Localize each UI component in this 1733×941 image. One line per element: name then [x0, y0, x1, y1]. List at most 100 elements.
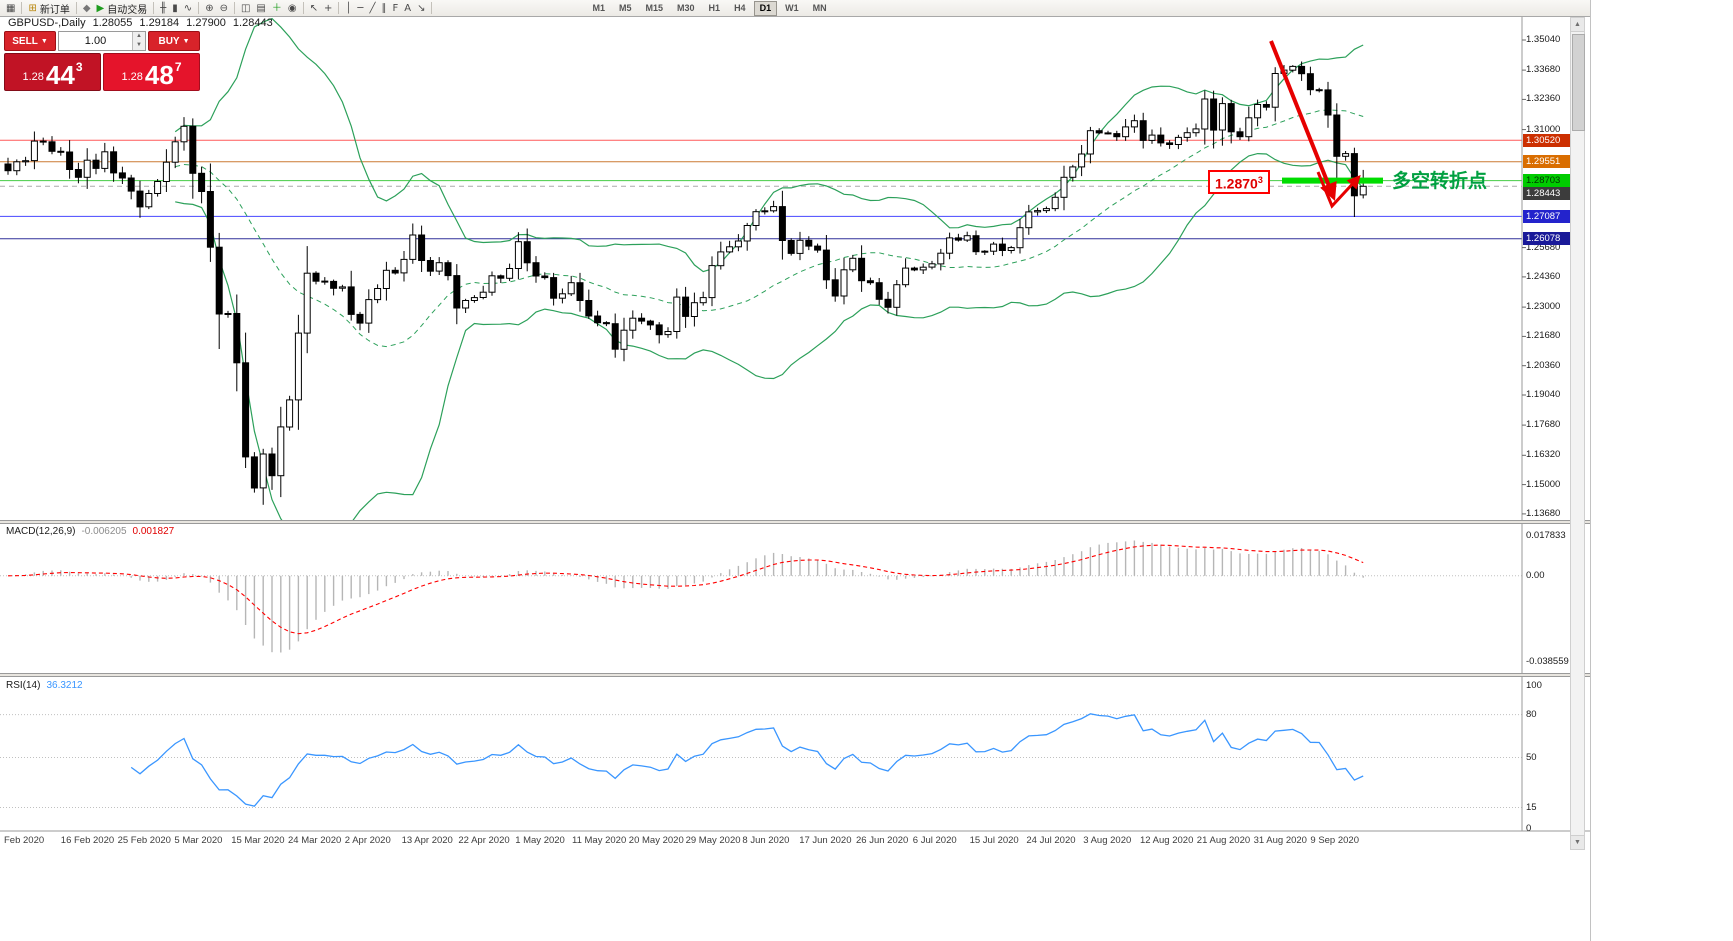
- price-level-label: 1.26078: [1523, 232, 1570, 246]
- date-axis-label: 9 Sep 2020: [1310, 835, 1359, 846]
- date-axis-label: 3 Aug 2020: [1083, 835, 1132, 846]
- date-axis-label: 13 Apr 2020: [401, 835, 453, 846]
- ohlc-low: 1.27900: [186, 17, 226, 29]
- candlestick-series: [4, 61, 1367, 505]
- macd-histogram: [16, 540, 1364, 653]
- date-axis-label: 22 Apr 2020: [458, 835, 510, 846]
- date-axis-label: 24 Mar 2020: [288, 835, 342, 846]
- rsi-axis-label: 50: [1526, 751, 1537, 763]
- price-axis-label: 1.31000: [1526, 123, 1561, 135]
- date-axis-label: 11 May 2020: [572, 835, 627, 846]
- macd-axis-label: -0.038559: [1526, 655, 1569, 667]
- timeframe-d1[interactable]: D1: [753, 0, 778, 16]
- trendline-icon: ╱: [369, 2, 376, 14]
- bar-chart-icon[interactable]: ╫: [157, 1, 169, 16]
- date-axis-label: 5 Mar 2020: [174, 835, 223, 846]
- timeframe-m5[interactable]: M5: [619, 2, 632, 13]
- candlestick-chart-icon[interactable]: ▮: [169, 1, 181, 16]
- buy-button[interactable]: BUY ▼: [148, 31, 200, 51]
- cursor-icon[interactable]: ↖: [307, 1, 321, 16]
- equidistant-channel-icon: ∥: [381, 2, 387, 14]
- date-axis-label: 31 Aug 2020: [1253, 835, 1307, 846]
- timeframe-h1[interactable]: H1: [708, 2, 721, 13]
- arrows-icon[interactable]: ↘: [414, 1, 428, 16]
- timeframe-w1[interactable]: W1: [785, 2, 799, 13]
- annotation-price: 1.2870: [1215, 175, 1258, 192]
- trend-down-arrow: [1269, 40, 1337, 202]
- spin-up-icon[interactable]: ▲: [133, 32, 145, 41]
- price-axis-label: 1.17680: [1526, 419, 1561, 431]
- timeframe-m30[interactable]: M30: [677, 2, 695, 13]
- templates-icon[interactable]: ▤: [253, 1, 268, 16]
- volume-spin-buttons[interactable]: ▲ ▼: [132, 32, 145, 50]
- timeframe-m1[interactable]: M1: [592, 2, 605, 13]
- price-axis-label: 1.16320: [1526, 449, 1561, 461]
- date-axis-label: 15 Jul 2020: [969, 835, 1019, 846]
- sell-button[interactable]: SELL ▼: [4, 31, 56, 51]
- toolbar-separator: [302, 2, 304, 14]
- main-price-pane: [0, 17, 1522, 521]
- ask-pips: 48: [144, 60, 174, 90]
- rsi-name: RSI(14): [6, 680, 41, 691]
- turning-point-text[interactable]: 多空转折点: [1392, 170, 1488, 192]
- chart-title: GBPUSD-,Daily 1.28055 1.29184 1.27900 1.2844…: [8, 17, 280, 29]
- price-axis-label: 1.13680: [1526, 507, 1561, 519]
- ask-point: 7: [174, 60, 182, 74]
- fibonacci-icon: F: [392, 2, 399, 14]
- line-chart-icon: ∿: [183, 2, 193, 14]
- templates-icon: ▤: [256, 2, 266, 14]
- date-axis-label: 16 Feb 2020: [60, 835, 115, 846]
- timeframe-h4[interactable]: H4: [734, 2, 746, 13]
- zoom-in-icon[interactable]: ⊕: [202, 1, 216, 16]
- rsi-axis-label: 0: [1526, 823, 1532, 834]
- bar-chart-icon: ╫: [160, 2, 167, 14]
- rsi-value: 36.3212: [46, 680, 83, 691]
- toolbar-separator: [338, 2, 340, 14]
- market-watch-icon[interactable]: ◆: [80, 1, 94, 16]
- pane-separator[interactable]: [0, 520, 1590, 524]
- indicators-add-icon[interactable]: ＋: [269, 1, 285, 16]
- date-axis-label: 21 Aug 2020: [1196, 835, 1251, 846]
- crosshair-icon: +: [324, 2, 333, 14]
- new-chart-icon[interactable]: ▦: [3, 1, 18, 16]
- period-icon[interactable]: ◉: [285, 1, 300, 16]
- pane-separator[interactable]: [0, 673, 1590, 677]
- buy-price-button[interactable]: 1.28 48 7: [103, 53, 200, 91]
- date-axis-label: 8 Jun 2020: [742, 835, 790, 846]
- scroll-up-icon[interactable]: ▲: [1571, 18, 1584, 32]
- timeframe-mn[interactable]: MN: [812, 2, 827, 13]
- date-axis-label: 25 Feb 2020: [117, 835, 171, 846]
- sell-price-button[interactable]: 1.28 44 3: [4, 53, 101, 91]
- trendline-icon[interactable]: ╱: [366, 1, 378, 16]
- vertical-line-icon[interactable]: │: [342, 1, 354, 16]
- horizontal-line-icon[interactable]: ─: [354, 1, 366, 16]
- vertical-scrollbar[interactable]: ▲ ▼: [1570, 17, 1585, 850]
- timeframe-m15[interactable]: M15: [645, 2, 664, 13]
- spin-down-icon[interactable]: ▼: [133, 41, 145, 50]
- price-axis-label: 1.24360: [1526, 270, 1561, 282]
- symbol-period-label: GBPUSD-,Daily: [8, 17, 86, 29]
- zoom-out-icon[interactable]: ⊖: [217, 1, 231, 16]
- chevron-down-icon: ▼: [40, 37, 48, 45]
- toolbar: ▦ ⊞ 新订单 ◆ ▶ 自动交易 ╫ ▮ ∿ ⊕ ⊖ ◫ ▤ ＋ ◉ ↖ + │ ─ ╱ ∥ F A ↘ M1 M5 M15 M30 H…: [0, 0, 1590, 17]
- volume-value[interactable]: 1.00: [84, 35, 107, 47]
- volume-stepper[interactable]: 1.00 ▲ ▼: [58, 31, 146, 51]
- new-order-button[interactable]: ⊞ 新订单: [25, 1, 72, 16]
- bollinger-upper-band: [174, 17, 1364, 273]
- autotrading-button[interactable]: ▶ 自动交易: [94, 1, 151, 16]
- one-click-trading-panel: SELL ▼ 1.00 ▲ ▼ BUY ▼ 1.28 44 3: [4, 31, 200, 91]
- tile-windows-icon[interactable]: ◫: [238, 1, 253, 16]
- scrollbar-thumb[interactable]: [1572, 34, 1585, 131]
- price-axis-label: 1.20360: [1526, 359, 1561, 371]
- fibonacci-icon[interactable]: F: [389, 1, 401, 16]
- line-chart-icon[interactable]: ∿: [181, 1, 195, 16]
- price-level-annotation[interactable]: 1.28703: [1208, 170, 1270, 194]
- price-axis-label: 1.35040: [1526, 33, 1561, 45]
- crosshair-icon[interactable]: +: [321, 1, 335, 16]
- equidistant-channel-icon[interactable]: ∥: [378, 1, 389, 16]
- chevron-down-icon: ▼: [182, 37, 190, 45]
- scroll-down-icon[interactable]: ▼: [1571, 835, 1584, 849]
- text-label-icon[interactable]: A: [401, 1, 414, 16]
